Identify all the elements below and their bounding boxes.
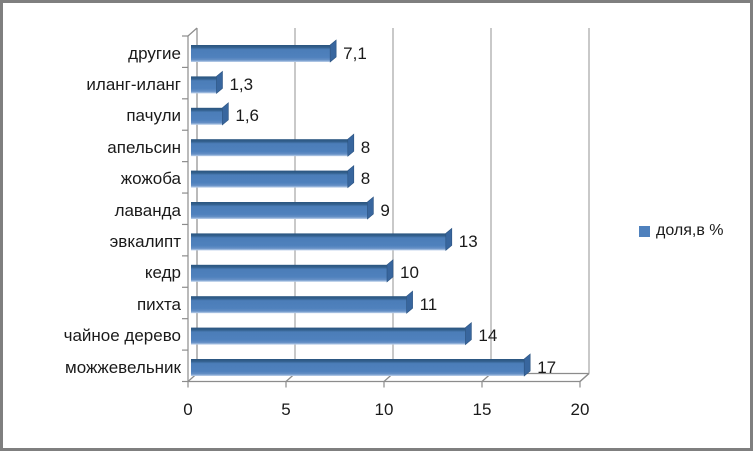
category-label: иланг-иланг <box>86 74 181 94</box>
bar-end-cap <box>386 259 394 283</box>
bar-value-label: 7,1 <box>343 43 367 63</box>
x-axis-tick-label: 5 <box>281 400 291 419</box>
bar-end-cap <box>216 70 223 95</box>
bar-end-cap <box>222 102 229 126</box>
bar-end-cap <box>465 321 472 346</box>
bar <box>191 139 348 157</box>
bar <box>191 107 223 125</box>
bar-value-label: 11 <box>419 294 438 314</box>
bar <box>191 233 446 251</box>
bar-end-cap <box>523 353 531 377</box>
category-label: лаванда <box>114 200 181 220</box>
legend-label: доля,в % <box>656 222 724 239</box>
bar-end-cap <box>406 290 413 314</box>
bar <box>191 359 525 376</box>
bar-value-label: 14 <box>478 326 498 346</box>
bar <box>191 202 368 219</box>
bar <box>191 327 466 345</box>
bar-end-cap <box>347 164 355 189</box>
category-label: апельсин <box>107 137 181 157</box>
bar <box>191 296 407 314</box>
legend-marker-icon <box>639 225 650 237</box>
bar <box>191 170 348 188</box>
bar <box>191 264 387 282</box>
category-label: пихта <box>136 294 181 314</box>
category-label: пачули <box>126 106 181 126</box>
category-label: чайное дерево <box>63 326 181 346</box>
bar-value-label: 1,6 <box>235 106 259 126</box>
category-label: кедр <box>144 263 181 283</box>
bar-value-label: 13 <box>458 231 478 251</box>
bar-value-label: 17 <box>537 357 557 377</box>
bar <box>191 45 331 62</box>
category-label: можжевельник <box>65 357 181 377</box>
x-axis-tick-label: 20 <box>570 400 590 419</box>
bar-end-cap <box>367 196 374 220</box>
chart-canvas <box>182 27 590 388</box>
bar <box>191 76 217 94</box>
bar-value-label: 10 <box>400 263 419 283</box>
category-label: эвкалипт <box>109 231 181 251</box>
x-axis-tick-label: 0 <box>183 400 193 419</box>
x-axis-tick-label: 15 <box>472 400 492 419</box>
bar-value-label: 8 <box>360 169 371 189</box>
bar-value-label: 8 <box>360 137 371 157</box>
category-label: другие <box>128 43 181 63</box>
legend: доля,в % <box>639 222 724 240</box>
bar-value-label: 1,3 <box>229 74 254 94</box>
bar-value-label: 9 <box>380 200 390 220</box>
bar-end-cap <box>445 227 453 252</box>
bar-end-cap <box>347 133 355 157</box>
category-label: жожоба <box>120 169 181 189</box>
bar-end-cap <box>329 39 337 63</box>
x-axis-tick-label: 10 <box>374 400 394 419</box>
